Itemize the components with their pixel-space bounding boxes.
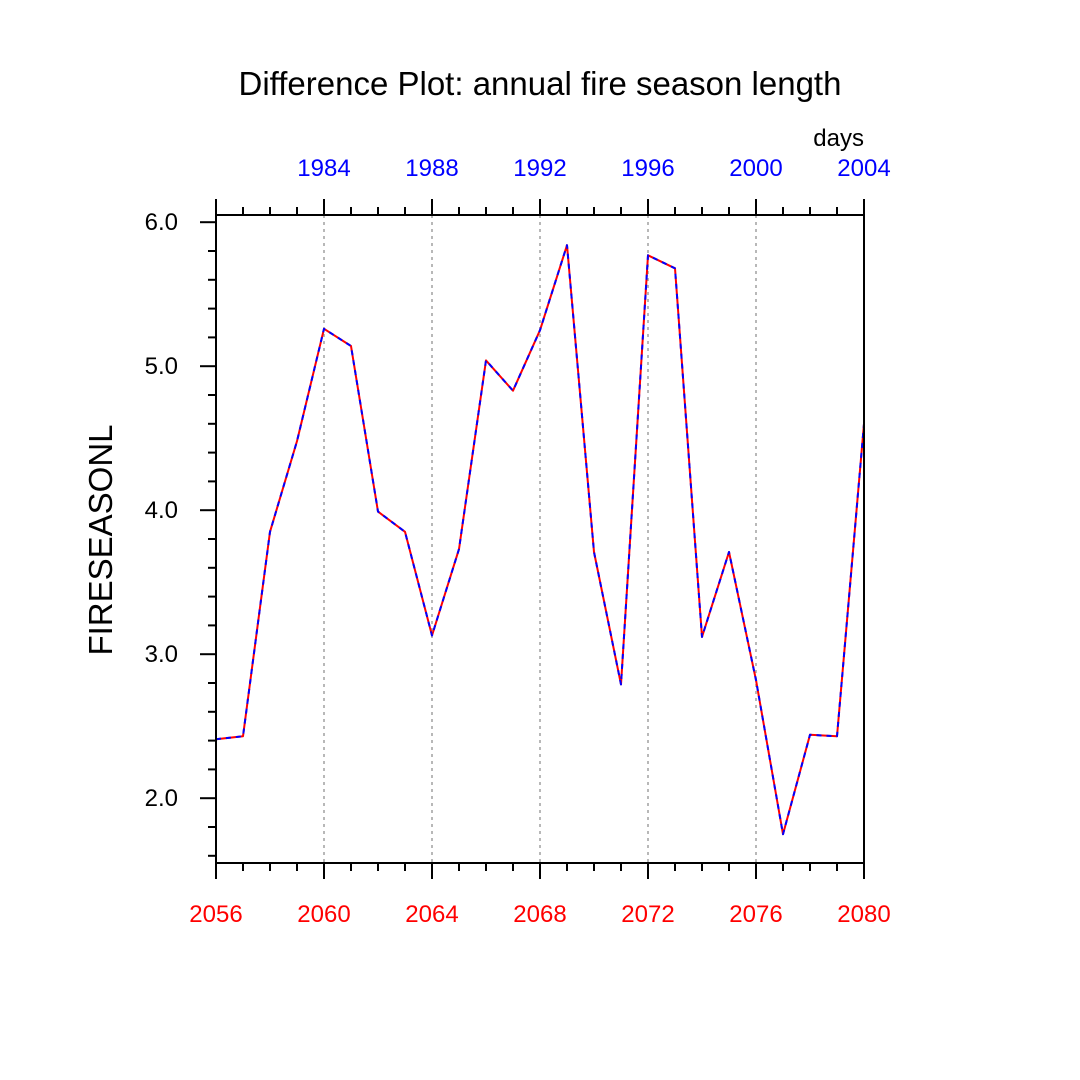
chart-title: Difference Plot: annual fire season leng…	[239, 65, 842, 102]
x-tick-label: 2060	[297, 901, 350, 928]
y-tick-label: 3.0	[145, 641, 178, 668]
x-tick-label: 2064	[405, 901, 458, 928]
x-tick-label: 2076	[729, 901, 782, 928]
y-tick-label: 6.0	[145, 209, 178, 236]
top-tick-label: 2004	[837, 155, 890, 182]
top-tick-label: 2000	[729, 155, 782, 182]
x-tick-label: 2056	[189, 901, 242, 928]
top-tick-label: 1992	[513, 155, 566, 182]
labels-layer: 2056 2060 2064 2068 2072 2076 2080 1984 1988 1992…	[145, 155, 891, 928]
y-tick-label: 5.0	[145, 353, 178, 380]
y-tick-label: 4.0	[145, 497, 178, 524]
units-label: days	[813, 125, 864, 152]
y-tick-label: 2.0	[145, 785, 178, 812]
grid-layer	[323, 215, 757, 863]
top-tick-label: 1984	[297, 155, 350, 182]
top-tick-label: 1996	[621, 155, 674, 182]
series-line-dashed	[215, 244, 865, 836]
top-tick-label: 1988	[405, 155, 458, 182]
axes-layer	[200, 199, 865, 879]
x-tick-label: 2072	[621, 901, 674, 928]
x-tick-label: 2080	[837, 901, 890, 928]
x-tick-label: 2068	[513, 901, 566, 928]
series-layer	[215, 244, 865, 836]
y-axis-label: FIRESEASONL	[82, 424, 119, 655]
